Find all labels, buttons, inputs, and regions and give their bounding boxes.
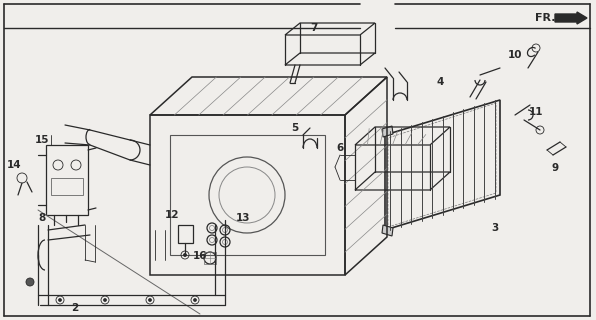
Text: 3: 3 [491, 223, 499, 233]
Text: 10: 10 [508, 50, 522, 60]
Text: 4: 4 [436, 77, 443, 87]
Circle shape [58, 299, 61, 301]
FancyArrow shape [555, 12, 587, 24]
Text: 6: 6 [336, 143, 344, 153]
Text: 15: 15 [35, 135, 49, 145]
Text: 5: 5 [291, 123, 299, 133]
Text: FR.: FR. [535, 13, 555, 23]
Text: 16: 16 [193, 251, 207, 261]
Text: 7: 7 [311, 23, 318, 33]
Polygon shape [382, 225, 393, 236]
Circle shape [26, 278, 34, 286]
Text: 2: 2 [72, 303, 79, 313]
Text: 11: 11 [529, 107, 543, 117]
Polygon shape [382, 126, 393, 137]
Text: 13: 13 [236, 213, 250, 223]
Text: 9: 9 [551, 163, 558, 173]
Circle shape [184, 253, 187, 257]
Text: 14: 14 [7, 160, 21, 170]
Text: 12: 12 [164, 210, 179, 220]
Circle shape [194, 299, 197, 301]
Circle shape [148, 299, 151, 301]
Text: 8: 8 [38, 213, 46, 223]
Circle shape [104, 299, 107, 301]
